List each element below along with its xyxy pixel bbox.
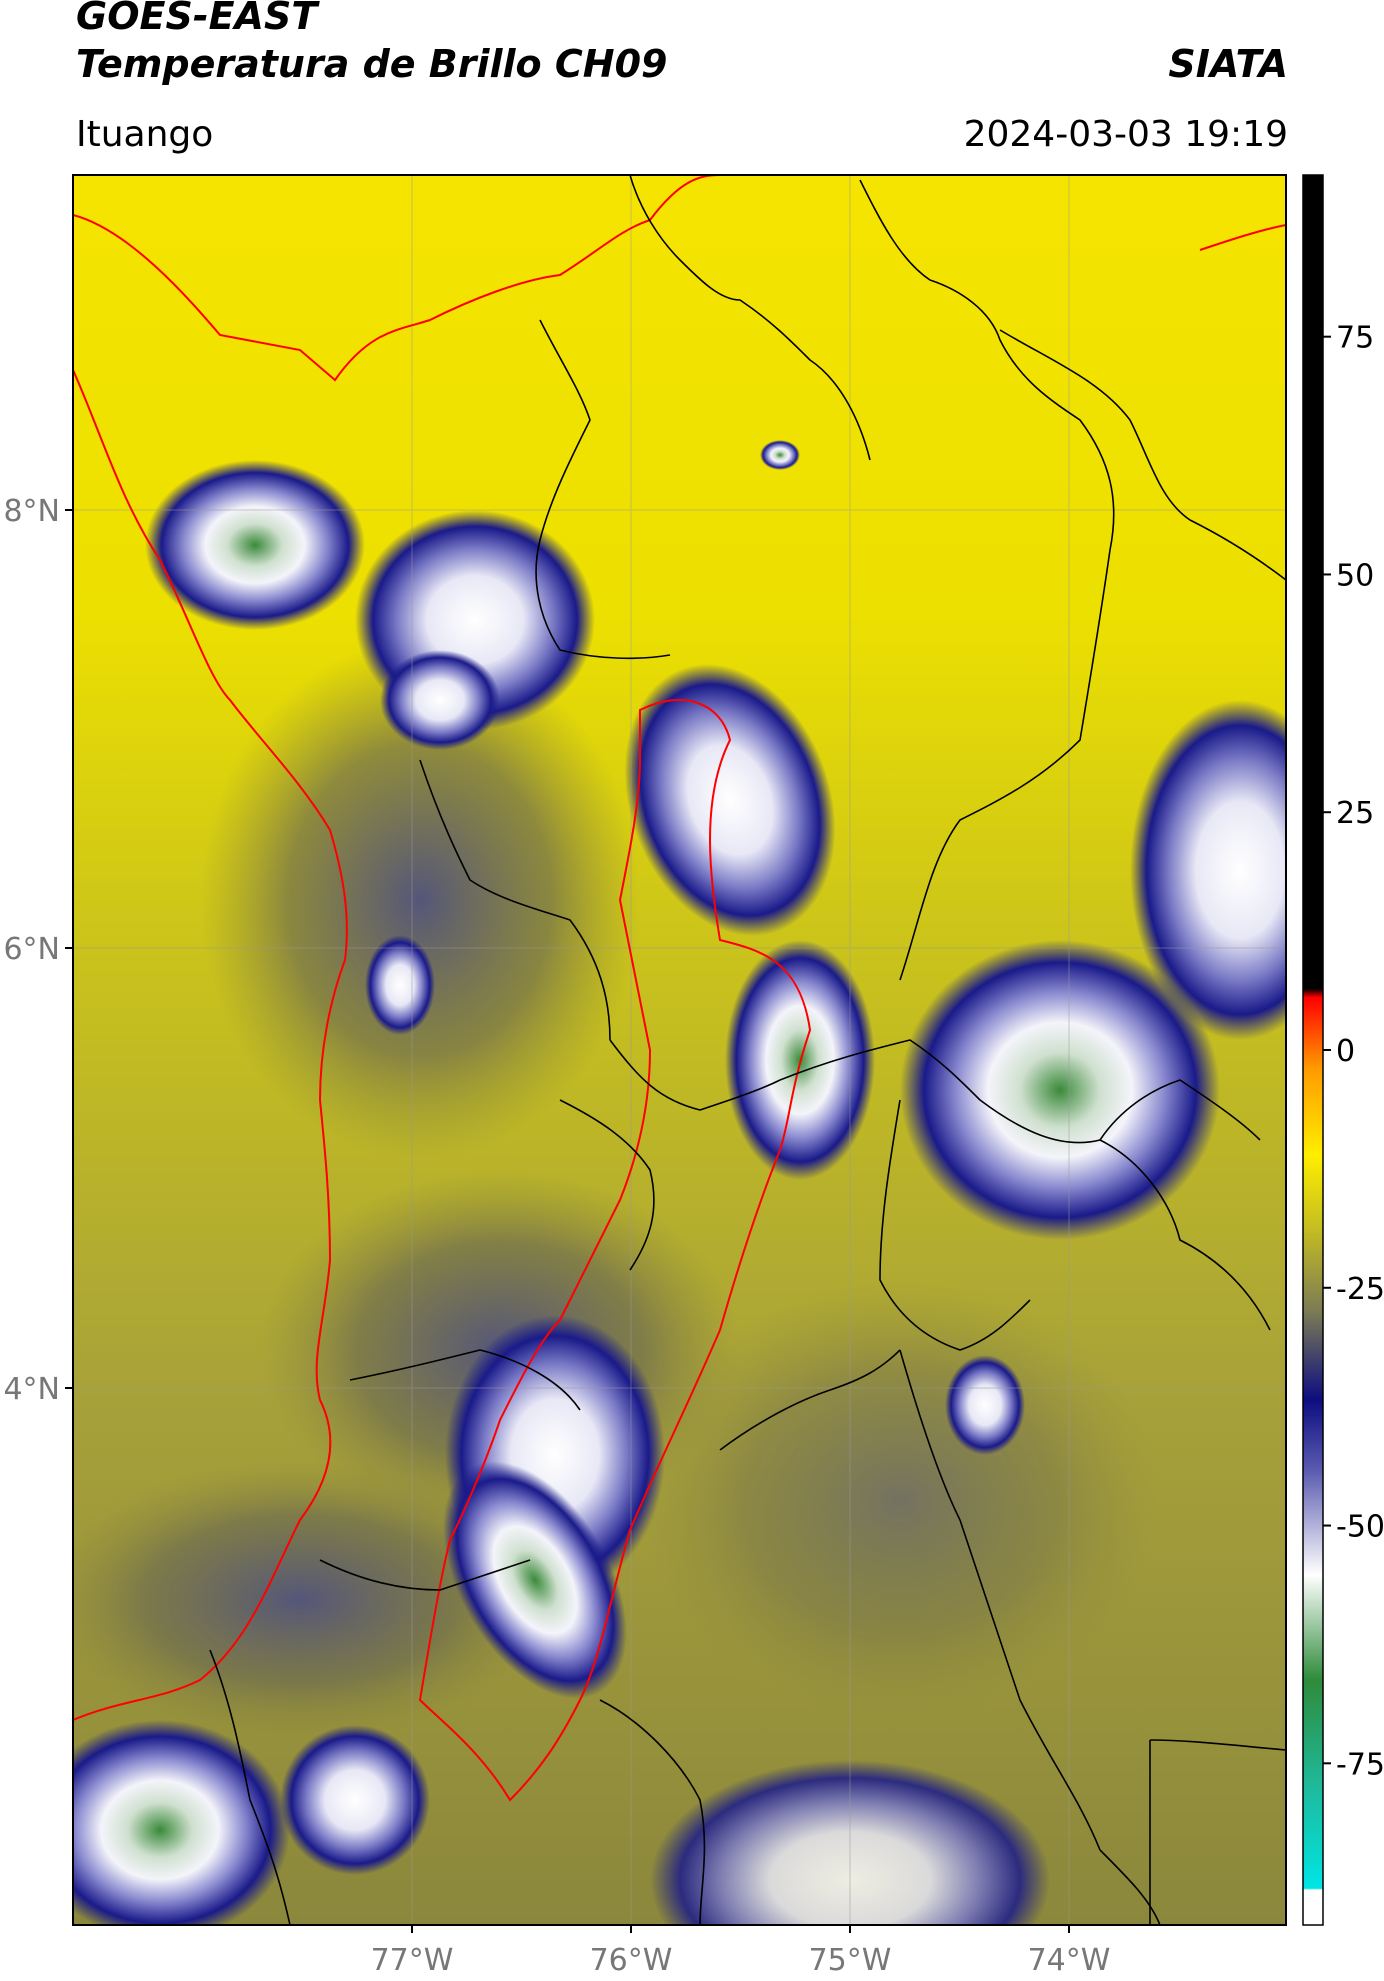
colorbar: 75 50 25 0 -25 -50 -75	[1302, 174, 1384, 1926]
storm-cell	[145, 460, 365, 630]
colorbar-tick-label: -50	[1336, 1510, 1384, 1545]
colorbar-tick-label: 25	[1336, 796, 1374, 831]
lon-label-76w: 76°W	[590, 1943, 673, 1978]
storm-cell	[380, 650, 500, 750]
map-frame	[72, 174, 1287, 1926]
colorbar-tick-label: 75	[1336, 321, 1374, 356]
department-borders	[209, 175, 1286, 1925]
colorbar-tick-label: 0	[1336, 1034, 1355, 1069]
lat-label-6n: 6°N	[3, 932, 60, 967]
org-label: SIATA	[1168, 42, 1288, 86]
lon-label-77w: 77°W	[371, 1943, 454, 1978]
longitude-axis: 77°W 76°W 75°W 74°W	[371, 1925, 1111, 1978]
storm-cell	[73, 1720, 290, 1925]
gridlines	[73, 175, 1286, 1925]
colorbar-tick-label: 50	[1336, 558, 1374, 593]
datetime-label: 2024-03-03 19:19	[963, 114, 1288, 155]
storm-cell	[365, 935, 435, 1035]
latitude-axis: 8°N 6°N 4°N	[3, 494, 73, 1407]
mid-cloud-patch	[200, 640, 640, 1160]
lon-label-74w: 74°W	[1028, 1943, 1111, 1978]
department-border-red	[418, 699, 812, 1802]
storm-cell	[280, 1725, 430, 1875]
colorbar-gradient	[1302, 174, 1324, 1926]
lon-label-75w: 75°W	[809, 1943, 892, 1978]
colorbar-tick-label: -75	[1336, 1747, 1384, 1782]
storm-cell	[900, 940, 1220, 1240]
mid-cloud-patch	[640, 1280, 1160, 1720]
lat-label-4n: 4°N	[3, 1372, 60, 1407]
colorbar-ticks: 75 50 25 0 -25 -50 -75	[1323, 321, 1384, 1782]
title-line-2: Temperatura de Brillo CH09	[76, 42, 668, 86]
colorbar-tick-label: -25	[1336, 1272, 1384, 1307]
storm-cell	[1130, 700, 1286, 1040]
region-label: Ituango	[76, 114, 214, 155]
storm-cell	[443, 1461, 627, 1699]
storm-cell	[624, 664, 836, 936]
title-line-1: GOES-EAST	[76, 0, 318, 38]
storm-cell	[760, 440, 800, 470]
map-plot-area	[73, 175, 1286, 1925]
storm-cell	[945, 1355, 1025, 1455]
mid-cloud-patch	[73, 1460, 560, 1740]
lat-label-8n: 8°N	[3, 494, 60, 529]
